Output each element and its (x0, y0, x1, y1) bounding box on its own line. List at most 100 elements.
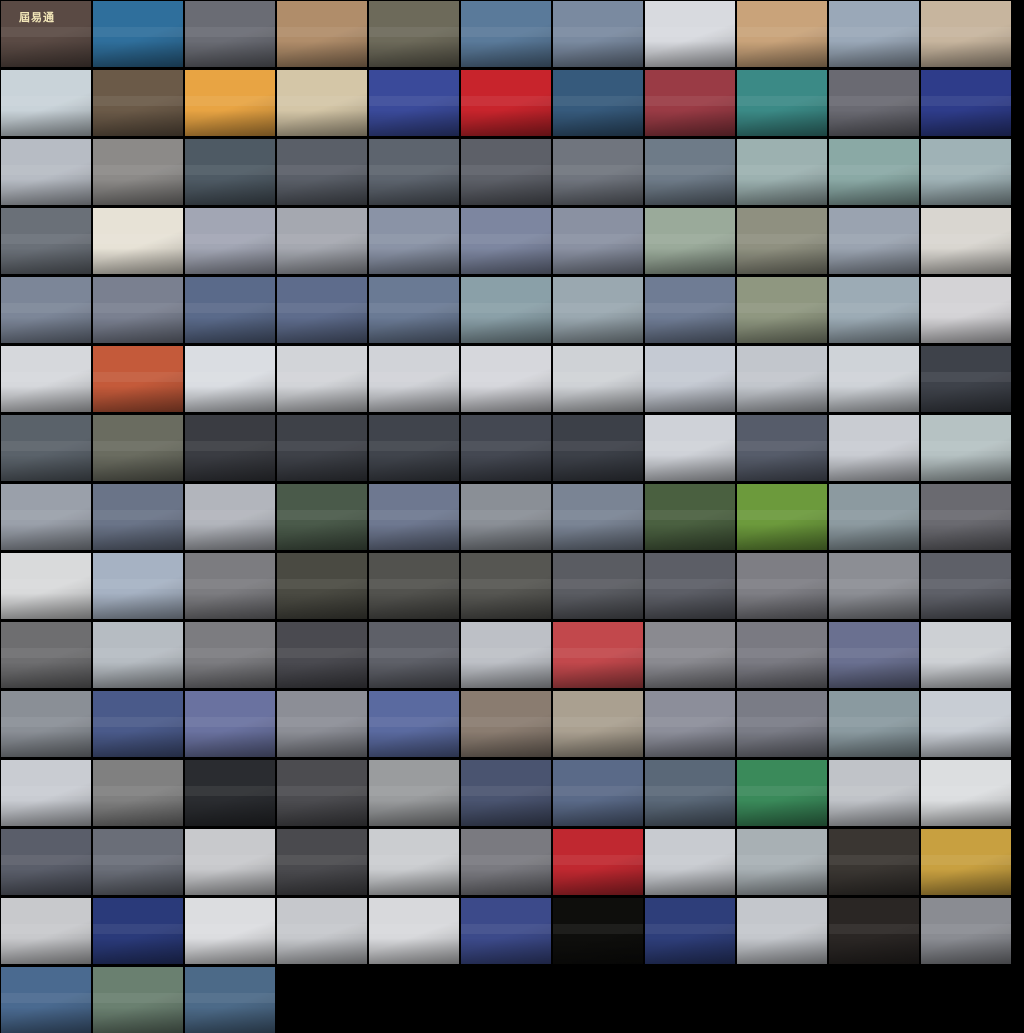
photo-thumbnail[interactable] (829, 553, 919, 619)
photo-thumbnail[interactable] (277, 760, 367, 826)
photo-thumbnail[interactable] (1, 898, 91, 964)
photo-thumbnail[interactable] (645, 553, 735, 619)
photo-thumbnail[interactable] (185, 898, 275, 964)
photo-thumbnail[interactable] (461, 553, 551, 619)
photo-thumbnail[interactable] (461, 898, 551, 964)
photo-thumbnail[interactable] (461, 70, 551, 136)
photo-thumbnail[interactable] (461, 1, 551, 67)
photo-thumbnail[interactable] (1, 622, 91, 688)
photo-thumbnail[interactable] (277, 415, 367, 481)
photo-thumbnail[interactable] (369, 691, 459, 757)
photo-thumbnail[interactable] (553, 1, 643, 67)
photo-thumbnail[interactable] (1, 208, 91, 274)
photo-thumbnail[interactable] (93, 415, 183, 481)
photo-thumbnail[interactable] (93, 346, 183, 412)
photo-thumbnail[interactable] (737, 553, 827, 619)
photo-thumbnail[interactable] (185, 760, 275, 826)
photo-thumbnail[interactable] (93, 277, 183, 343)
photo-thumbnail[interactable] (921, 277, 1011, 343)
photo-thumbnail[interactable] (461, 277, 551, 343)
photo-thumbnail[interactable] (93, 553, 183, 619)
photo-thumbnail[interactable] (93, 967, 183, 1033)
photo-thumbnail[interactable] (93, 691, 183, 757)
photo-thumbnail[interactable] (921, 484, 1011, 550)
photo-thumbnail[interactable] (93, 760, 183, 826)
photo-thumbnail[interactable] (369, 139, 459, 205)
photo-thumbnail[interactable] (185, 346, 275, 412)
photo-thumbnail[interactable] (829, 1, 919, 67)
photo-thumbnail[interactable] (921, 691, 1011, 757)
photo-thumbnail[interactable] (369, 898, 459, 964)
photo-thumbnail[interactable] (829, 415, 919, 481)
photo-thumbnail[interactable] (369, 760, 459, 826)
photo-thumbnail[interactable] (185, 691, 275, 757)
photo-thumbnail[interactable] (185, 622, 275, 688)
photo-thumbnail[interactable] (553, 829, 643, 895)
photo-thumbnail[interactable] (185, 553, 275, 619)
photo-thumbnail[interactable] (921, 760, 1011, 826)
photo-thumbnail[interactable] (93, 139, 183, 205)
photo-thumbnail[interactable] (277, 622, 367, 688)
photo-thumbnail[interactable] (185, 1, 275, 67)
photo-thumbnail[interactable] (737, 346, 827, 412)
photo-thumbnail[interactable] (185, 208, 275, 274)
photo-thumbnail[interactable] (737, 691, 827, 757)
photo-thumbnail[interactable] (277, 691, 367, 757)
photo-thumbnail[interactable] (93, 898, 183, 964)
photo-thumbnail[interactable]: 屆易通 (1, 1, 91, 67)
photo-thumbnail[interactable] (645, 1, 735, 67)
photo-thumbnail[interactable] (277, 829, 367, 895)
photo-thumbnail[interactable] (369, 622, 459, 688)
photo-thumbnail[interactable] (369, 553, 459, 619)
photo-thumbnail[interactable] (461, 139, 551, 205)
photo-thumbnail[interactable] (553, 622, 643, 688)
photo-thumbnail[interactable] (645, 70, 735, 136)
photo-thumbnail[interactable] (185, 829, 275, 895)
photo-thumbnail[interactable] (277, 277, 367, 343)
photo-thumbnail[interactable] (737, 484, 827, 550)
photo-thumbnail[interactable] (1, 415, 91, 481)
photo-thumbnail[interactable] (921, 346, 1011, 412)
photo-thumbnail[interactable] (921, 139, 1011, 205)
photo-thumbnail[interactable] (829, 208, 919, 274)
photo-thumbnail[interactable] (369, 208, 459, 274)
photo-thumbnail[interactable] (737, 622, 827, 688)
photo-thumbnail[interactable] (93, 1, 183, 67)
photo-thumbnail[interactable] (185, 415, 275, 481)
photo-thumbnail[interactable] (553, 691, 643, 757)
photo-thumbnail[interactable] (1, 139, 91, 205)
photo-thumbnail[interactable] (461, 622, 551, 688)
photo-thumbnail[interactable] (737, 829, 827, 895)
photo-thumbnail[interactable] (1, 70, 91, 136)
photo-thumbnail[interactable] (369, 70, 459, 136)
photo-thumbnail[interactable] (277, 898, 367, 964)
photo-thumbnail[interactable] (553, 415, 643, 481)
photo-thumbnail[interactable] (829, 346, 919, 412)
photo-thumbnail[interactable] (829, 829, 919, 895)
photo-thumbnail[interactable] (645, 139, 735, 205)
photo-thumbnail[interactable] (829, 277, 919, 343)
photo-thumbnail[interactable] (553, 760, 643, 826)
photo-thumbnail[interactable] (277, 553, 367, 619)
photo-thumbnail[interactable] (921, 622, 1011, 688)
photo-thumbnail[interactable] (461, 208, 551, 274)
photo-thumbnail[interactable] (645, 277, 735, 343)
photo-thumbnail[interactable] (461, 829, 551, 895)
photo-thumbnail[interactable] (369, 829, 459, 895)
photo-thumbnail[interactable] (277, 208, 367, 274)
photo-thumbnail[interactable] (185, 139, 275, 205)
photo-thumbnail[interactable] (461, 484, 551, 550)
photo-thumbnail[interactable] (737, 898, 827, 964)
photo-thumbnail[interactable] (553, 139, 643, 205)
photo-thumbnail[interactable] (737, 208, 827, 274)
photo-thumbnail[interactable] (185, 484, 275, 550)
photo-thumbnail[interactable] (553, 346, 643, 412)
photo-thumbnail[interactable] (645, 691, 735, 757)
photo-thumbnail[interactable] (737, 277, 827, 343)
photo-thumbnail[interactable] (737, 139, 827, 205)
photo-thumbnail[interactable] (461, 691, 551, 757)
photo-thumbnail[interactable] (1, 277, 91, 343)
photo-thumbnail[interactable] (1, 760, 91, 826)
photo-thumbnail[interactable] (1, 967, 91, 1033)
photo-thumbnail[interactable] (645, 346, 735, 412)
